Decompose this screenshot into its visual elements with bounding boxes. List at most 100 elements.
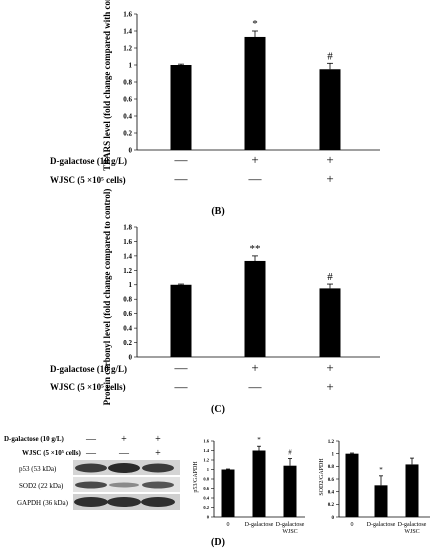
panel-c-label: (C) [211,404,225,415]
panel-d-label: (D) [211,537,225,548]
y-tick-label: 0.6 [328,478,335,483]
y-tick-label: 1.8 [123,223,132,231]
y-tick-label: 0.2 [203,505,209,510]
wb-band-gapdh-lane3 [141,497,175,507]
wb-band-sod2-lane1 [75,481,107,489]
treatment-mark: + [326,171,333,186]
y-tick-label: 0.6 [123,95,132,103]
significance-label: * [257,436,261,444]
panel-c-ylabel: Protein carbonyl level (fold change comp… [102,189,112,406]
treatment-mark: — [85,448,97,459]
y-tick-label: 0.4 [203,496,209,501]
y-tick-label: 0.2 [123,339,132,347]
wb-band-p53-lane1 [75,463,107,473]
y-tick-label: 0.8 [123,78,132,86]
y-tick-label: 0.4 [123,112,132,120]
bar [170,284,192,357]
treatment-mark: — [248,171,263,186]
treatment-mark: + [326,152,333,167]
bar [405,464,419,517]
treatment-mark: — [118,448,130,459]
bar [244,36,266,151]
y-tick-label: 1.4 [123,252,132,260]
panel-d-p53-chart: p53/GAPDH 0 0.2 0.4 0.6 0.8 1 1.2 1.4 1.6 * # 0 D-… [193,436,305,535]
treatment-mark: — [174,379,189,394]
y-tick-label: 0.8 [328,465,335,470]
treatment-mark: + [251,152,258,167]
panel-b-chart: TBARS level (fold change compared with c… [102,0,380,171]
bar [319,288,341,357]
panel-d-sod2-chart: SOD2/GAPDH 0 0.2 0.4 0.6 0.8 1 1.2 * 0 D-galact… [319,440,430,535]
treatment-mark: — [174,152,189,167]
wb-band-label-gapdh: GAPDH (36 kDa) [17,499,69,507]
bar [170,65,192,150]
x-category-label: D-galactose [245,522,274,528]
panel-c-row1-label: D-galactose (10 g/L) [50,364,127,374]
bar [283,465,297,517]
y-tick-label: 1.2 [123,44,132,52]
x-category-label: WJSC [404,529,419,535]
y-tick-label: 0 [129,146,133,154]
treatment-mark: + [326,360,333,375]
wb-band-sod2-lane2 [109,482,139,488]
y-tick-label: 0.8 [123,296,132,304]
sod2-ylabel: SOD2/GAPDH [319,458,325,496]
y-tick-label: 0.6 [123,310,132,318]
y-tick-label: 1 [207,467,210,472]
y-tick-label: 1.4 [123,27,132,35]
wb-row2-label: WJSC (5 ×10⁵ cells) [22,449,81,457]
panel-c-chart: Protein carbonyl level (fold change comp… [102,189,380,406]
y-tick-label: 0.4 [328,490,335,495]
western-blot: D-galactose (10 g/L) WJSC (5 ×10⁵ cells)… [4,434,180,510]
panel-b-ylabel: TBARS level (fold change compared with c… [102,0,112,171]
significance-label: # [327,50,333,62]
y-tick-label: 0.2 [328,503,335,508]
treatment-mark: — [174,171,189,186]
significance-label: # [288,449,292,457]
treatment-mark: + [326,379,333,394]
y-tick-label: 1 [129,281,133,289]
x-category-label: 0 [351,522,354,528]
bar [221,469,235,517]
treatment-mark: + [251,360,258,375]
treatment-mark: + [155,434,161,445]
y-tick-label: 1.6 [123,10,132,18]
panel-b-row1-label: D-galactose (10 g/L) [50,156,127,166]
significance-label: * [252,18,258,30]
wb-band-sod2-lane3 [142,481,174,489]
x-category-label: D-galactose [276,522,305,528]
bar [374,485,388,517]
panel-c-treatments: D-galactose (10 g/L) WJSC (5 ×10⁵ cells)… [50,360,334,394]
wb-band-gapdh-lane2 [107,497,141,507]
wb-band-label-p53: p53 (53 kDa) [19,465,57,473]
y-tick-label: 0.2 [123,129,132,137]
treatment-mark: — [85,434,97,445]
significance-label: # [327,271,333,283]
bar [252,450,266,517]
x-category-label: D-galactose [398,522,427,528]
y-tick-label: 1.6 [123,238,132,246]
y-tick-label: 0 [207,515,210,520]
x-category-label: WJSC [282,529,297,535]
treatment-mark: — [248,379,263,394]
y-tick-label: 1.2 [328,440,335,445]
panel-b-label: (B) [211,206,224,217]
wb-band-p53-lane2 [108,463,140,473]
significance-label: ** [250,243,261,255]
p53-ylabel: p53/GAPDH [193,461,199,493]
bar [319,69,341,150]
bar [345,453,359,517]
y-tick-label: 0.8 [203,477,209,482]
y-tick-label: 1 [332,452,335,457]
treatment-mark: + [155,448,161,459]
panel-b-row2-label: WJSC (5 ×10⁵ cells) [50,175,126,185]
wb-band-p53-lane3 [142,463,174,473]
treatment-mark: + [121,434,127,445]
wb-band-label-sod2: SOD2 (22 kDa) [19,482,64,490]
y-tick-label: 1 [129,61,133,69]
x-category-label: 0 [227,522,230,528]
y-tick-label: 1.2 [123,267,132,275]
x-category-label: D-galactose [367,522,396,528]
bar [244,260,266,357]
